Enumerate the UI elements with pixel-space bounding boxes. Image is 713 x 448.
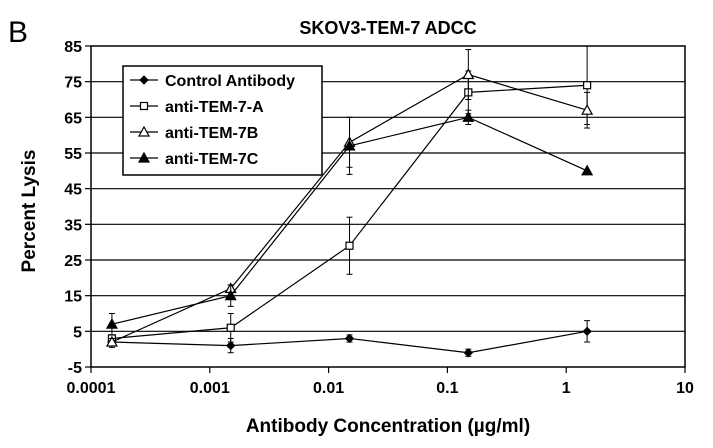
data-point — [226, 323, 235, 332]
data-point — [583, 81, 592, 90]
legend-marker — [139, 75, 149, 85]
legend-label: Control Antibody — [165, 73, 295, 90]
panel-label: B — [8, 16, 28, 49]
series-layer — [105, 45, 594, 358]
data-point — [462, 68, 475, 80]
y-tick-label: 55 — [64, 146, 82, 163]
data-point — [105, 317, 118, 329]
plot-area — [90, 45, 686, 368]
data-point — [462, 111, 475, 122]
y-tick-label: 75 — [64, 75, 82, 92]
y-tick-label: 45 — [64, 182, 82, 199]
data-point — [581, 103, 594, 115]
y-tick-label: 65 — [64, 110, 82, 127]
data-point — [463, 348, 474, 358]
y-tick-label: 5 — [73, 324, 82, 341]
legend-label: anti-TEM-7C — [165, 151, 259, 168]
data-point — [581, 164, 594, 176]
data-point — [343, 139, 356, 151]
x-tick-label: 0.01 — [313, 380, 344, 397]
legend-item-3: anti-TEM-7C — [130, 151, 259, 168]
data-point — [224, 289, 237, 301]
y-axis: -5 5 15 25 35 45 55 65 75 85 — [64, 39, 91, 377]
legend-item-1: anti-TEM-7-A — [130, 99, 264, 116]
legend-box — [122, 65, 323, 176]
chart-title: SKOV3-TEM-7 ADCC — [299, 18, 476, 38]
x-axis-label: Antibody Concentration (µg/ml) — [246, 416, 530, 437]
x-tick-label: 0.001 — [190, 380, 230, 397]
legend-label: anti-TEM-7B — [165, 125, 258, 142]
data-point — [226, 340, 236, 351]
series-3 — [105, 109, 594, 336]
legend-item-2: anti-TEM-7B — [130, 125, 258, 142]
y-tick-label: 85 — [64, 39, 82, 56]
data-point — [582, 326, 592, 337]
y-tick-label: 35 — [64, 217, 82, 234]
x-tick-label: 0.1 — [436, 380, 458, 397]
legend-item-0: Control Antibody — [130, 73, 295, 90]
data-point — [344, 333, 355, 344]
legend-marker — [137, 125, 151, 137]
y-tick-label: 25 — [64, 253, 82, 270]
x-axis: 0.0001 0.001 0.01 0.1 1 10 — [67, 367, 694, 397]
data-point — [105, 335, 118, 347]
legend-label: anti-TEM-7-A — [165, 99, 264, 116]
y-tick-label: 15 — [64, 289, 82, 306]
legend-marker — [139, 101, 149, 111]
x-tick-label: 10 — [676, 380, 694, 397]
x-tick-label: 0.0001 — [67, 380, 116, 397]
y-axis-label: Percent Lysis — [19, 150, 40, 273]
legend-marker — [137, 151, 151, 163]
legend: Control Antibody anti-TEM-7-A anti-TEM-7B a… — [122, 65, 323, 176]
data-point — [345, 241, 354, 250]
y-tick-label: -5 — [68, 360, 82, 377]
series-0 — [107, 320, 592, 358]
x-tick-label: 1 — [562, 380, 571, 397]
